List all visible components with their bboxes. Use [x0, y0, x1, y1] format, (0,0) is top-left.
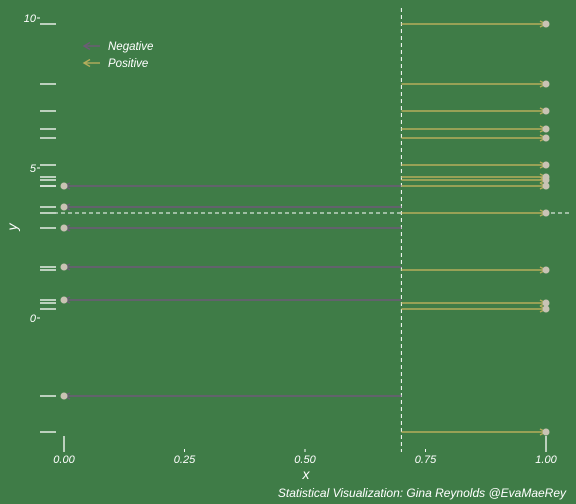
x-tick-label: 0.25	[174, 454, 196, 466]
y-tick-label: 0	[30, 313, 37, 325]
positive-point	[542, 20, 550, 28]
x-axis-ticks: 0.00 0.25 0.50 0.75 1.00	[53, 449, 558, 466]
positive-point	[542, 125, 550, 133]
negative-point	[60, 203, 68, 211]
legend: Negative Positive	[82, 41, 153, 70]
y-axis-label: y	[4, 223, 20, 232]
negative-point	[60, 182, 68, 190]
positive-point	[542, 161, 550, 169]
positive-point	[542, 134, 550, 142]
arrows	[62, 20, 548, 436]
positive-point	[542, 80, 550, 88]
positive-point	[542, 176, 550, 184]
legend-label: Negative	[108, 41, 153, 53]
y-tick-label: 10	[24, 13, 37, 25]
x-tick-label: 0.00	[53, 454, 75, 466]
positive-point	[542, 299, 550, 307]
x-tick-label: 0.50	[294, 454, 316, 466]
y-rug	[40, 23, 56, 433]
legend-label: Positive	[108, 58, 148, 70]
negative-point	[60, 392, 68, 400]
positive-point	[542, 305, 550, 313]
legend-key-head	[82, 58, 91, 68]
y-axis-ticks: 0 5 10	[24, 13, 40, 325]
points	[60, 20, 550, 436]
positive-point	[542, 182, 550, 190]
x-tick-label: 0.75	[415, 454, 437, 466]
negative-point	[60, 296, 68, 304]
positive-point	[542, 266, 550, 274]
positive-point	[542, 428, 550, 436]
legend-key-head	[82, 41, 91, 51]
x-axis-label: x	[302, 466, 311, 482]
caption: Statistical Visualization: Gina Reynolds…	[278, 486, 567, 500]
positive-point	[542, 107, 550, 115]
negative-point	[60, 224, 68, 232]
y-tick-label: 5	[30, 163, 37, 175]
negative-point	[60, 263, 68, 271]
positive-point	[542, 209, 550, 217]
x-tick-label: 1.00	[535, 454, 557, 466]
